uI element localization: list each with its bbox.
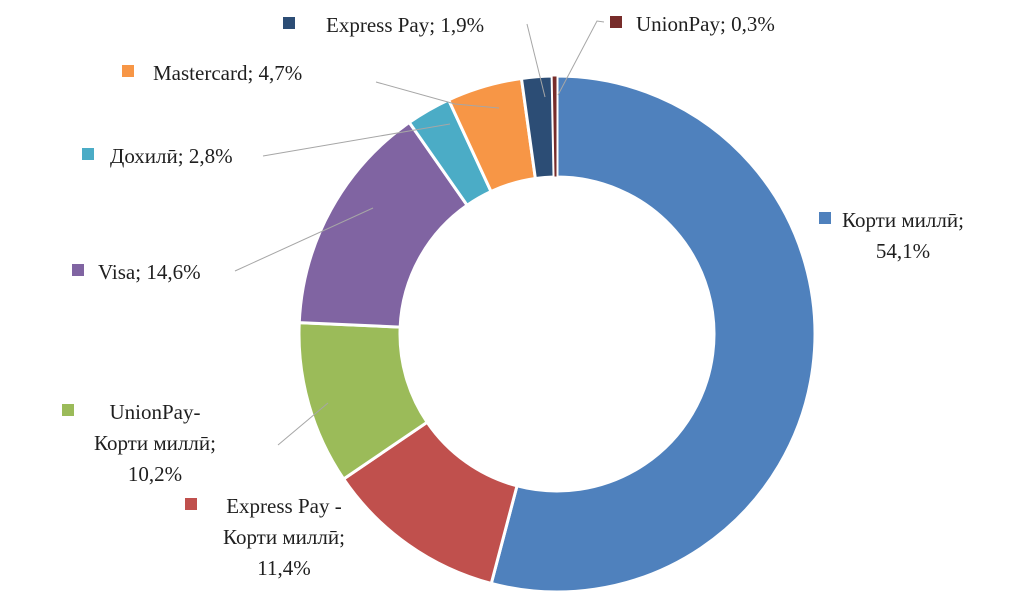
data-label-text: Mastercard; 4,7% bbox=[153, 61, 303, 85]
data-label-text: UnionPay- Корти миллӣ; 10,2% bbox=[94, 400, 216, 486]
data-label-mastercard: Mastercard; 4,7% bbox=[122, 58, 302, 89]
data-label-express-pay-korti-milli: Express Pay - Корти миллӣ; 11,4% bbox=[185, 491, 345, 584]
data-label-text: Дохилӣ; 2,8% bbox=[110, 144, 233, 168]
data-label-korti-milli: Корти миллӣ; 54,1% bbox=[819, 205, 964, 267]
data-label-text: Express Pay - Корти миллӣ; 11,4% bbox=[223, 494, 345, 580]
data-label-dokhili: Дохилӣ; 2,8% bbox=[82, 141, 233, 172]
leader-line-2 bbox=[277, 402, 329, 446]
data-label-text: Express Pay; 1,9% bbox=[326, 13, 485, 37]
leader-line-3 bbox=[234, 207, 374, 272]
series-marker-unionpay-korti-milli bbox=[62, 404, 74, 416]
leader-line-4 bbox=[262, 123, 451, 157]
series-marker-unionpay bbox=[610, 16, 622, 28]
data-label-text: Корти миллӣ; 54,1% bbox=[842, 208, 964, 263]
data-label-text: UnionPay; 0,3% bbox=[636, 12, 775, 36]
series-marker-korti-milli bbox=[819, 212, 831, 224]
data-label-unionpay-korti-milli: UnionPay- Корти миллӣ; 10,2% bbox=[62, 397, 216, 490]
data-label-express-pay: Express Pay; 1,9% bbox=[283, 10, 484, 41]
data-label-text: Visa; 14,6% bbox=[98, 260, 201, 284]
donut-slice-0 bbox=[489, 74, 817, 594]
data-label-unionpay: UnionPay; 0,3% bbox=[610, 9, 775, 40]
donut-slice-7 bbox=[551, 75, 558, 178]
series-marker-mastercard bbox=[122, 65, 134, 77]
series-marker-express-pay-korti-milli bbox=[185, 498, 197, 510]
leader-line-6 bbox=[526, 23, 546, 98]
leader-line-5 bbox=[375, 81, 500, 109]
data-label-visa: Visa; 14,6% bbox=[72, 257, 201, 288]
series-marker-express-pay bbox=[283, 17, 295, 29]
leader-line-7 bbox=[557, 20, 605, 96]
series-marker-dokhili bbox=[82, 148, 94, 160]
series-marker-visa bbox=[72, 264, 84, 276]
